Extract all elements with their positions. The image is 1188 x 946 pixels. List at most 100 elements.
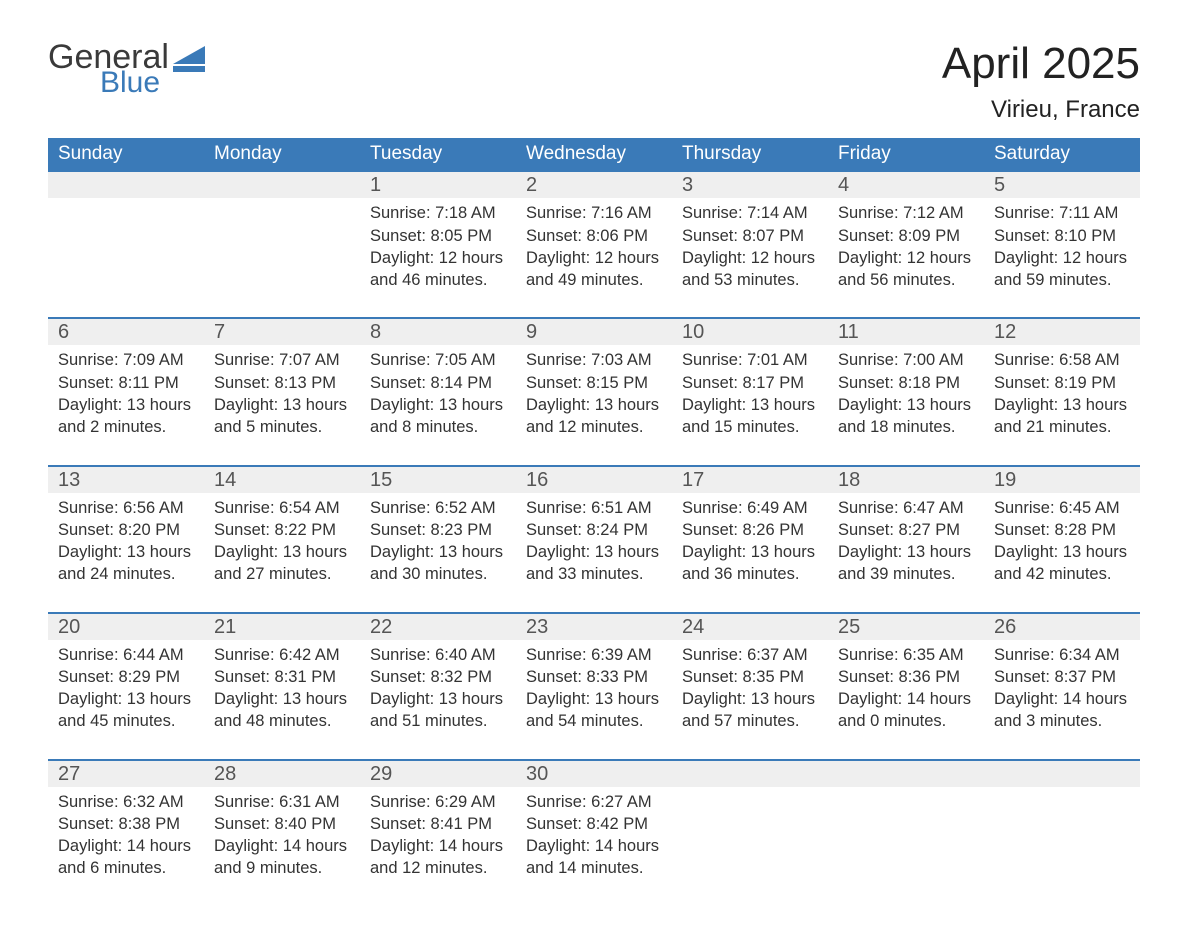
sunset-line: Sunset: 8:19 PM [994, 372, 1130, 394]
sunrise-line: Sunrise: 6:37 AM [682, 644, 818, 666]
calendar-week-row: 1Sunrise: 7:18 AMSunset: 8:05 PMDaylight… [48, 171, 1140, 318]
day-number: 30 [516, 761, 672, 787]
sunrise-line: Sunrise: 6:49 AM [682, 497, 818, 519]
day-body: Sunrise: 6:52 AMSunset: 8:23 PMDaylight:… [360, 493, 516, 612]
daylight-line-1: Daylight: 13 hours [214, 394, 350, 416]
daylight-line-2: and 57 minutes. [682, 710, 818, 732]
calendar-day-cell: 1Sunrise: 7:18 AMSunset: 8:05 PMDaylight… [360, 171, 516, 318]
sunrise-line: Sunrise: 6:34 AM [994, 644, 1130, 666]
sunset-line: Sunset: 8:35 PM [682, 666, 818, 688]
calendar-day-cell: 19Sunrise: 6:45 AMSunset: 8:28 PMDayligh… [984, 466, 1140, 613]
page-title: April 2025 [942, 40, 1140, 88]
day-number: 21 [204, 614, 360, 640]
daylight-line-1: Daylight: 12 hours [526, 247, 662, 269]
sunset-line: Sunset: 8:26 PM [682, 519, 818, 541]
daylight-line-1: Daylight: 14 hours [214, 835, 350, 857]
sunset-line: Sunset: 8:10 PM [994, 225, 1130, 247]
header: General Blue April 2025 Virieu, France [48, 40, 1140, 124]
weekday-header: Wednesday [516, 138, 672, 171]
sunset-line: Sunset: 8:11 PM [58, 372, 194, 394]
day-number: 22 [360, 614, 516, 640]
daylight-line-2: and 6 minutes. [58, 857, 194, 879]
daylight-line-1: Daylight: 13 hours [682, 541, 818, 563]
sunset-line: Sunset: 8:36 PM [838, 666, 974, 688]
day-body: Sunrise: 7:01 AMSunset: 8:17 PMDaylight:… [672, 345, 828, 464]
daylight-line-2: and 5 minutes. [214, 416, 350, 438]
sunset-line: Sunset: 8:15 PM [526, 372, 662, 394]
daylight-line-1: Daylight: 13 hours [370, 688, 506, 710]
weekday-header: Saturday [984, 138, 1140, 171]
sunrise-line: Sunrise: 6:29 AM [370, 791, 506, 813]
day-body: Sunrise: 6:45 AMSunset: 8:28 PMDaylight:… [984, 493, 1140, 612]
sunrise-line: Sunrise: 6:42 AM [214, 644, 350, 666]
calendar-day-cell: 20Sunrise: 6:44 AMSunset: 8:29 PMDayligh… [48, 613, 204, 760]
sunrise-line: Sunrise: 6:39 AM [526, 644, 662, 666]
sunset-line: Sunset: 8:17 PM [682, 372, 818, 394]
calendar-day-cell: 4Sunrise: 7:12 AMSunset: 8:09 PMDaylight… [828, 171, 984, 318]
calendar-day-cell: 16Sunrise: 6:51 AMSunset: 8:24 PMDayligh… [516, 466, 672, 613]
daylight-line-1: Daylight: 13 hours [994, 541, 1130, 563]
sunrise-line: Sunrise: 6:27 AM [526, 791, 662, 813]
day-number: 15 [360, 467, 516, 493]
sunset-line: Sunset: 8:29 PM [58, 666, 194, 688]
weekday-header: Sunday [48, 138, 204, 171]
sunrise-line: Sunrise: 6:31 AM [214, 791, 350, 813]
daylight-line-1: Daylight: 13 hours [994, 394, 1130, 416]
day-number: 7 [204, 319, 360, 345]
title-block: April 2025 Virieu, France [942, 40, 1140, 124]
calendar-day-cell: 8Sunrise: 7:05 AMSunset: 8:14 PMDaylight… [360, 318, 516, 465]
daylight-line-2: and 56 minutes. [838, 269, 974, 291]
day-number: 1 [360, 172, 516, 198]
sunrise-line: Sunrise: 6:51 AM [526, 497, 662, 519]
sunset-line: Sunset: 8:24 PM [526, 519, 662, 541]
calendar-day-cell: 11Sunrise: 7:00 AMSunset: 8:18 PMDayligh… [828, 318, 984, 465]
day-body: Sunrise: 7:00 AMSunset: 8:18 PMDaylight:… [828, 345, 984, 464]
sunset-line: Sunset: 8:40 PM [214, 813, 350, 835]
sunrise-line: Sunrise: 6:45 AM [994, 497, 1130, 519]
day-body [828, 787, 984, 883]
day-number [828, 761, 984, 787]
sunrise-line: Sunrise: 7:05 AM [370, 349, 506, 371]
sunrise-line: Sunrise: 6:58 AM [994, 349, 1130, 371]
day-body [48, 198, 204, 294]
day-body: Sunrise: 6:37 AMSunset: 8:35 PMDaylight:… [672, 640, 828, 759]
daylight-line-2: and 8 minutes. [370, 416, 506, 438]
daylight-line-2: and 36 minutes. [682, 563, 818, 585]
daylight-line-2: and 59 minutes. [994, 269, 1130, 291]
day-body: Sunrise: 7:14 AMSunset: 8:07 PMDaylight:… [672, 198, 828, 317]
daylight-line-1: Daylight: 12 hours [994, 247, 1130, 269]
calendar-empty-cell [672, 760, 828, 906]
daylight-line-2: and 45 minutes. [58, 710, 194, 732]
sunset-line: Sunset: 8:13 PM [214, 372, 350, 394]
day-body: Sunrise: 6:42 AMSunset: 8:31 PMDaylight:… [204, 640, 360, 759]
sunset-line: Sunset: 8:28 PM [994, 519, 1130, 541]
calendar-day-cell: 27Sunrise: 6:32 AMSunset: 8:38 PMDayligh… [48, 760, 204, 906]
daylight-line-2: and 3 minutes. [994, 710, 1130, 732]
sunset-line: Sunset: 8:06 PM [526, 225, 662, 247]
sunset-line: Sunset: 8:38 PM [58, 813, 194, 835]
daylight-line-1: Daylight: 13 hours [58, 394, 194, 416]
calendar-day-cell: 22Sunrise: 6:40 AMSunset: 8:32 PMDayligh… [360, 613, 516, 760]
calendar-day-cell: 3Sunrise: 7:14 AMSunset: 8:07 PMDaylight… [672, 171, 828, 318]
calendar-empty-cell [48, 171, 204, 318]
sunset-line: Sunset: 8:23 PM [370, 519, 506, 541]
sunset-line: Sunset: 8:42 PM [526, 813, 662, 835]
calendar-day-cell: 14Sunrise: 6:54 AMSunset: 8:22 PMDayligh… [204, 466, 360, 613]
day-number: 14 [204, 467, 360, 493]
daylight-line-2: and 49 minutes. [526, 269, 662, 291]
sunrise-line: Sunrise: 6:54 AM [214, 497, 350, 519]
daylight-line-1: Daylight: 13 hours [214, 541, 350, 563]
day-body: Sunrise: 7:18 AMSunset: 8:05 PMDaylight:… [360, 198, 516, 317]
calendar-day-cell: 5Sunrise: 7:11 AMSunset: 8:10 PMDaylight… [984, 171, 1140, 318]
day-body: Sunrise: 7:12 AMSunset: 8:09 PMDaylight:… [828, 198, 984, 317]
calendar-day-cell: 13Sunrise: 6:56 AMSunset: 8:20 PMDayligh… [48, 466, 204, 613]
sunset-line: Sunset: 8:22 PM [214, 519, 350, 541]
calendar-day-cell: 9Sunrise: 7:03 AMSunset: 8:15 PMDaylight… [516, 318, 672, 465]
day-body: Sunrise: 6:44 AMSunset: 8:29 PMDaylight:… [48, 640, 204, 759]
calendar-week-row: 13Sunrise: 6:56 AMSunset: 8:20 PMDayligh… [48, 466, 1140, 613]
daylight-line-2: and 24 minutes. [58, 563, 194, 585]
sunrise-line: Sunrise: 7:00 AM [838, 349, 974, 371]
daylight-line-2: and 39 minutes. [838, 563, 974, 585]
daylight-line-1: Daylight: 13 hours [682, 394, 818, 416]
day-body: Sunrise: 6:54 AMSunset: 8:22 PMDaylight:… [204, 493, 360, 612]
